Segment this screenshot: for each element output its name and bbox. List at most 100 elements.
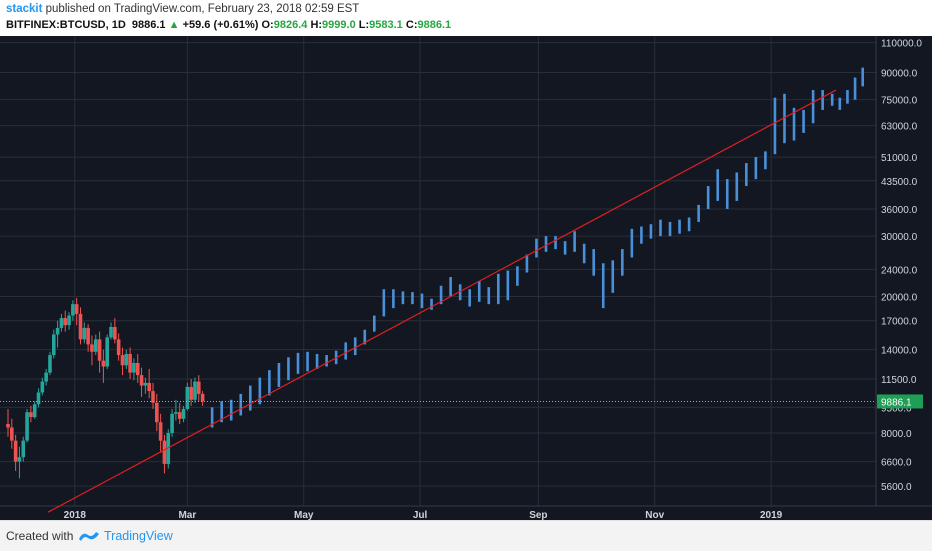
candle-body xyxy=(51,334,56,356)
high-label: H: xyxy=(310,19,323,31)
projection-bar xyxy=(315,353,319,369)
projection-bar xyxy=(687,217,691,232)
symbol-info-bar: BITFINEX:BTCUSD, 1D 9886.1 ▲ +59.6 (+0.6… xyxy=(6,19,451,31)
projection-bar xyxy=(544,236,548,252)
candle-body xyxy=(48,355,52,373)
candle-body xyxy=(13,440,18,462)
projection-bar xyxy=(525,254,529,273)
candle-body xyxy=(155,402,159,423)
candle-body xyxy=(113,326,117,340)
projection-bar xyxy=(344,342,347,360)
x-tick-label: May xyxy=(294,510,314,520)
projection-bar xyxy=(582,243,586,264)
candle-body xyxy=(177,412,182,419)
candle-body xyxy=(90,344,94,352)
close-label: C: xyxy=(405,19,418,31)
x-tick-label: 2019 xyxy=(760,510,783,520)
y-tick-label: 51000.0 xyxy=(881,153,918,164)
candle-body xyxy=(29,412,33,418)
projection-bar xyxy=(659,219,662,237)
candle-body xyxy=(74,304,79,314)
price-chart[interactable]: 5600.0 6600.0 8000.0 9500.0 11500.0 14000.0 17… xyxy=(0,36,932,521)
candle-body xyxy=(97,339,102,361)
candle-body xyxy=(36,392,41,405)
candle-body xyxy=(158,422,163,441)
projection-bar xyxy=(229,399,233,421)
candle-body xyxy=(181,408,186,419)
projection-bar xyxy=(392,289,395,309)
projection-bar xyxy=(678,219,681,234)
candle-body xyxy=(116,339,121,356)
last-price-tag xyxy=(877,394,923,409)
plot-background xyxy=(0,36,876,506)
y-tick-label: 20000.0 xyxy=(881,293,918,304)
y-tick-label: 11500.0 xyxy=(881,375,917,386)
projection-bar xyxy=(697,204,700,222)
candle-body xyxy=(25,412,29,441)
projection-bar xyxy=(716,169,720,201)
projection-bar xyxy=(477,280,481,302)
candle-body xyxy=(162,440,167,464)
candle-body xyxy=(193,381,197,400)
projection-bar xyxy=(621,249,624,276)
projection-bar xyxy=(353,337,357,356)
published-text: published on TradingView.com, February 2… xyxy=(42,3,360,15)
tradingview-brand-link[interactable]: TradingView xyxy=(104,529,173,543)
chart-area[interactable]: 5600.0 6600.0 8000.0 9500.0 11500.0 14000.0 17… xyxy=(0,36,932,521)
projection-bar xyxy=(630,228,634,258)
symbol-name[interactable]: BITFINEX:BTCUSD, 1D xyxy=(6,19,126,31)
candle-body xyxy=(101,360,106,367)
projection-bar xyxy=(563,241,567,255)
projection-bar xyxy=(821,90,824,110)
candle-body xyxy=(128,353,132,373)
y-tick-label: 5600.0 xyxy=(881,482,912,493)
projection-bar xyxy=(668,221,672,237)
projection-bar xyxy=(497,273,500,305)
y-tick-label: 24000.0 xyxy=(881,265,918,276)
candle-body xyxy=(71,304,75,316)
projection-bar xyxy=(861,67,865,87)
projection-bar xyxy=(706,186,710,209)
up-arrow-icon: ▲ xyxy=(168,19,180,31)
trend-line xyxy=(47,89,837,513)
candle-body xyxy=(21,440,26,458)
projection-bar xyxy=(239,393,243,416)
x-tick-label: Nov xyxy=(645,510,664,520)
projection-bar xyxy=(220,401,223,423)
y-tick-label: 36000.0 xyxy=(881,205,918,216)
candle-body xyxy=(200,393,205,402)
candle-body xyxy=(124,353,129,366)
open-value: 9826.4 xyxy=(273,19,308,31)
candle-body xyxy=(55,327,60,335)
tradingview-logo-icon[interactable] xyxy=(78,528,100,549)
projection-bar xyxy=(649,224,653,239)
projection-bar xyxy=(296,352,300,374)
low-label: L: xyxy=(358,19,370,31)
candle-body xyxy=(82,327,87,340)
y-tick-label: 43500.0 xyxy=(881,177,918,188)
candle-body xyxy=(143,382,148,386)
y-tick-label: 110000.0 xyxy=(881,39,922,50)
candle-body xyxy=(40,381,45,393)
projection-bar xyxy=(735,172,739,201)
close-value: 9886.1 xyxy=(417,19,452,31)
candle-body xyxy=(189,386,193,400)
projection-bar xyxy=(853,77,857,100)
author-link[interactable]: stackit xyxy=(6,3,43,15)
candle-body xyxy=(139,375,144,386)
projection-bar xyxy=(430,298,433,310)
price-scale-background xyxy=(876,36,932,506)
projection-bar xyxy=(268,370,271,396)
y-tick-label: 14000.0 xyxy=(881,346,918,357)
candle-body xyxy=(135,362,140,376)
high-value: 9999.0 xyxy=(322,19,356,31)
x-tick-label: Mar xyxy=(178,510,196,520)
candle-body xyxy=(10,427,14,441)
projection-bar xyxy=(382,289,386,317)
candle-body xyxy=(132,362,136,373)
projection-bar xyxy=(754,157,758,180)
projection-bar xyxy=(573,231,576,252)
projection-bar xyxy=(811,90,815,124)
projection-bar xyxy=(248,385,252,411)
projection-bar xyxy=(783,93,786,144)
